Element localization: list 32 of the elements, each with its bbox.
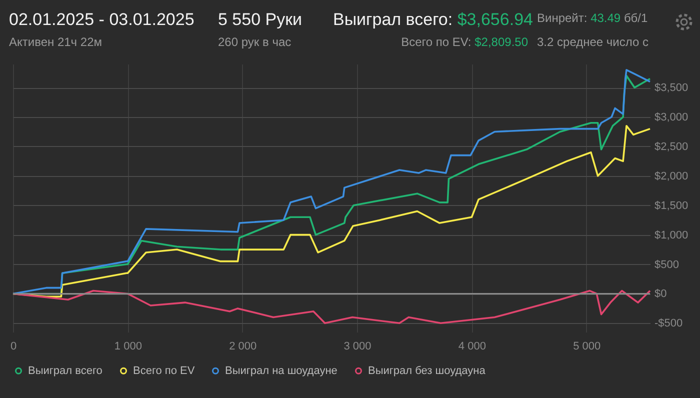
x-tick-label: 3 000 xyxy=(344,340,372,352)
y-tick-label: $2,500 xyxy=(654,140,688,153)
y-tick-label: $3,500 xyxy=(654,82,688,94)
text: $3,656.94 xyxy=(457,10,533,29)
text: Всего по EV: xyxy=(401,35,472,49)
y-tick-label: $1,500 xyxy=(654,200,688,212)
text: $2,809.50 xyxy=(474,35,528,49)
chart-subtitle: Активен 21ч 22м xyxy=(9,35,102,49)
text: 43.49 xyxy=(590,11,621,25)
y-tick-label: $0 xyxy=(654,288,667,300)
text: Выиграл всего: xyxy=(333,10,453,29)
x-tick-label: 0 xyxy=(10,340,17,352)
y-tick-label: $1,000 xyxy=(654,229,688,242)
text: 3.2 среднее число с xyxy=(537,35,649,49)
y-tick-label: $3,000 xyxy=(654,112,688,124)
legend-label: Выиграл без шоудауна xyxy=(368,364,486,377)
y-tick-label: $500 xyxy=(654,258,679,271)
text: Винрейт: xyxy=(537,11,588,25)
text: 5 550 Руки xyxy=(218,10,302,29)
text: 260 рук в час xyxy=(218,35,292,49)
text: бб/1 xyxy=(624,11,648,25)
legend-label: Всего по EV xyxy=(133,364,196,377)
chart-title: 02.01.2025 - 03.01.2025 xyxy=(9,10,194,29)
x-tick-label: 2 000 xyxy=(229,340,257,352)
y-tick-label: $2,000 xyxy=(654,170,688,182)
x-tick-label: 4 000 xyxy=(458,340,486,352)
x-tick-label: 5 000 xyxy=(573,340,601,352)
line-series xyxy=(12,290,651,324)
legend-label: Выиграл всего xyxy=(28,364,102,377)
x-tick-label: 1 000 xyxy=(114,340,142,352)
legend-label: Выиграл на шоудауне xyxy=(225,364,338,377)
y-tick-label: -$500 xyxy=(654,318,683,330)
